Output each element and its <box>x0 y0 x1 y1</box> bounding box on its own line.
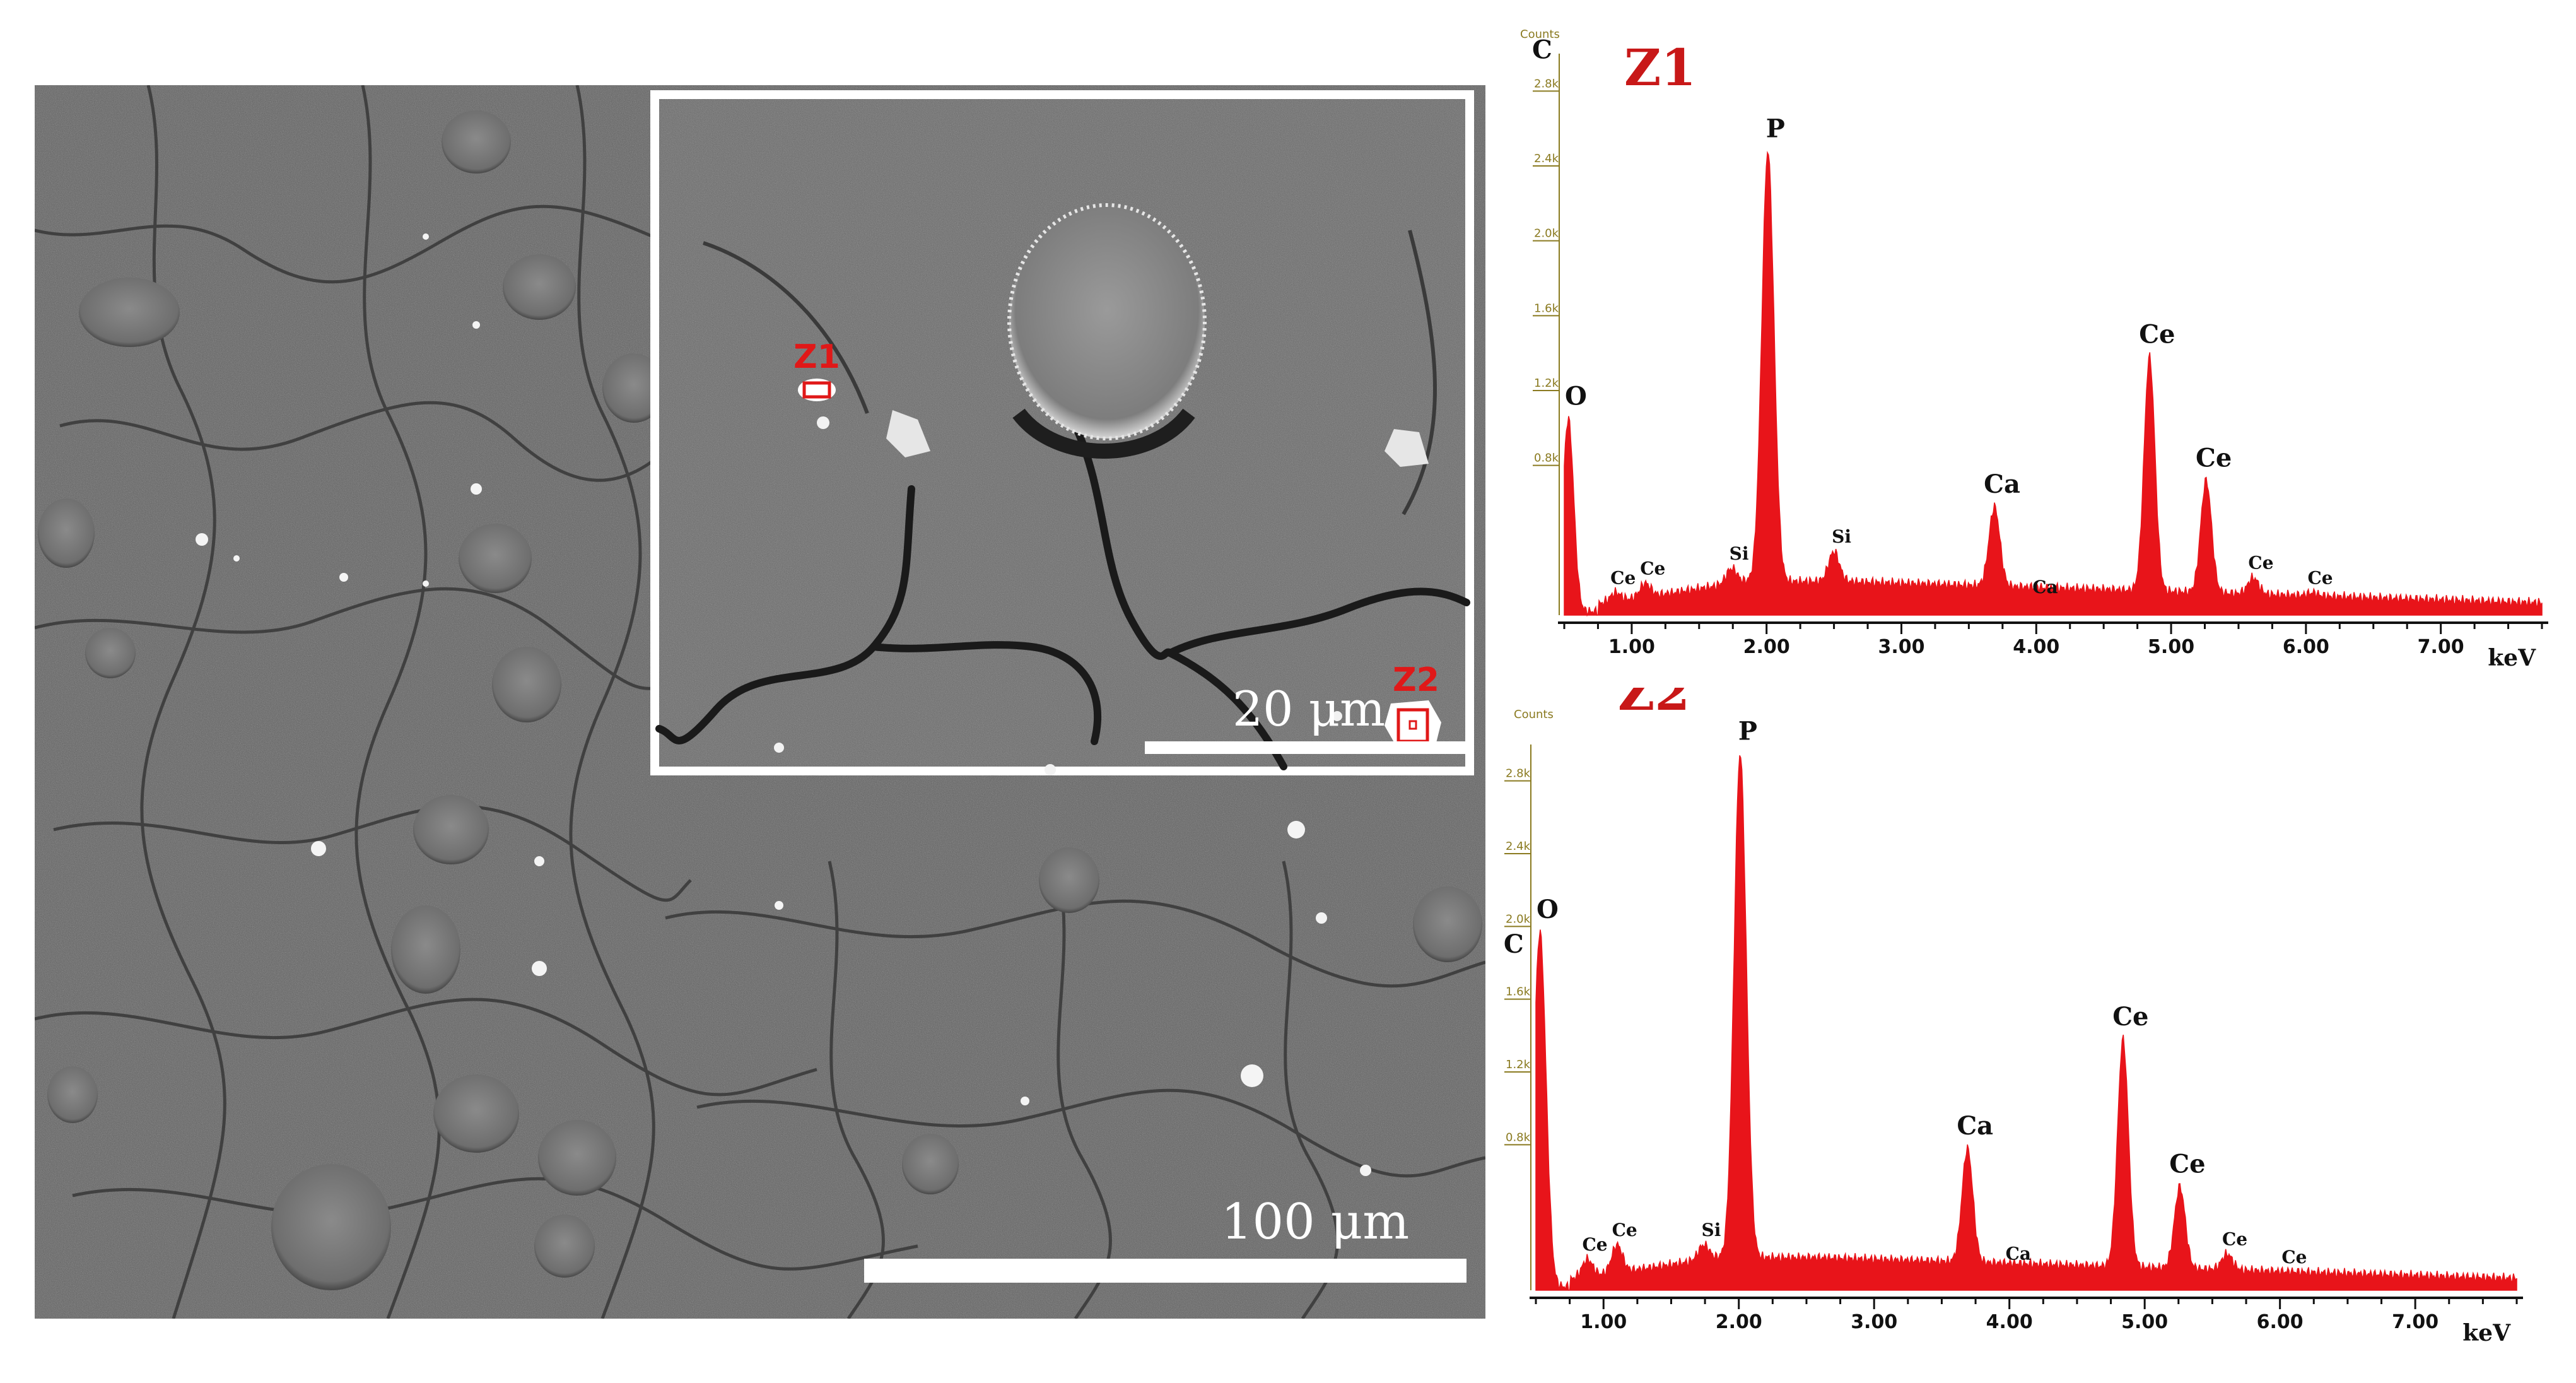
y-tick-label: 2.4k <box>1506 840 1531 853</box>
y-tick-label: 1.2k <box>1506 1058 1531 1071</box>
rounded-cell <box>602 353 665 423</box>
x-axis-label: keV <box>2462 1320 2511 1346</box>
cell-boundaries <box>35 85 1485 1319</box>
y-tick-label: 2.8k <box>1534 77 1559 90</box>
rounded-cell <box>1039 847 1099 913</box>
peak-label: Ce <box>1582 1234 1607 1255</box>
zone-z1-marker: Z1 <box>793 338 840 401</box>
y-tick-label: 2.0k <box>1534 227 1559 240</box>
rounded-cell <box>538 1120 616 1196</box>
main-scale-label: 100 μm <box>1221 1194 1409 1251</box>
y-tick-label: 1.6k <box>1506 986 1531 999</box>
rounded-cells <box>38 110 1482 1290</box>
main-scale-bar <box>864 1259 1467 1283</box>
x-tick-label: 1.00 <box>1608 636 1655 658</box>
y-tick-label: 1.2k <box>1534 377 1559 390</box>
rounded-cell <box>85 628 136 678</box>
peak-label: Ca <box>1984 469 2020 499</box>
zone-z2-marker: Z2 <box>1385 661 1441 748</box>
y-tick-label: 2.4k <box>1534 152 1559 165</box>
spectrum-title: Z1 <box>1624 38 1696 97</box>
rounded-cell <box>492 647 561 722</box>
x-tick-label: 3.00 <box>1878 636 1924 658</box>
peak-label: Ce <box>2222 1228 2247 1249</box>
x-tick-label: 2.00 <box>1716 1311 1762 1333</box>
peak-label: Ce <box>2169 1150 2205 1179</box>
inset-scale-label: 20 μm <box>1232 681 1385 737</box>
spectrum-title: Z2 <box>1618 688 1690 722</box>
x-tick-label: 7.00 <box>2392 1311 2438 1333</box>
rounded-cell <box>1413 886 1482 962</box>
x-tick-label: 6.00 <box>2257 1311 2304 1333</box>
spectrum-area <box>1535 755 2517 1291</box>
peak-label: Ca <box>2032 577 2058 597</box>
rounded-cell <box>503 254 576 320</box>
y-tick-label: 0.8k <box>1506 1131 1531 1144</box>
y-axis-label: Counts <box>1514 708 1554 721</box>
x-tick-label: 3.00 <box>1851 1311 1897 1333</box>
rounded-cell <box>391 905 460 994</box>
peak-label: Ce <box>2307 567 2333 588</box>
y-tick-label: 2.0k <box>1506 912 1531 926</box>
rounded-cell <box>413 795 489 864</box>
inset-rounded-cell <box>1009 205 1205 438</box>
peak-label: Ce <box>2248 553 2273 574</box>
peak-label: Ce <box>1610 567 1636 588</box>
peak-label: O <box>1565 382 1587 411</box>
sem-inset: Z1 Z2 20 μm <box>650 90 1474 775</box>
rounded-cell <box>271 1164 391 1290</box>
rounded-cell <box>442 110 511 174</box>
y-tick-label: 0.8k <box>1534 452 1559 465</box>
x-tick-label: 6.00 <box>2283 636 2329 658</box>
peak-label: Si <box>1832 526 1851 547</box>
peak-label: Ce <box>2112 1002 2148 1032</box>
rounded-cell <box>38 498 95 568</box>
rounded-cell <box>534 1215 595 1278</box>
peak-label: P <box>1738 716 1757 746</box>
zone-z1-label: Z1 <box>793 338 840 376</box>
peak-label: Ce <box>1612 1220 1637 1240</box>
peak-label: C <box>1532 35 1552 65</box>
peak-label: C <box>1504 929 1524 959</box>
peak-label: Ce <box>2196 443 2232 473</box>
x-tick-label: 7.00 <box>2418 636 2464 658</box>
bright-particles <box>196 233 1371 1176</box>
rounded-cell <box>47 1066 98 1123</box>
rounded-cell <box>459 524 532 593</box>
peak-label: Ce <box>2281 1247 2307 1268</box>
y-tick-label: 1.6k <box>1534 302 1559 315</box>
y-tick-label: 2.8k <box>1506 767 1531 780</box>
x-tick-label: 5.00 <box>2121 1311 2168 1333</box>
x-tick-label: 2.00 <box>1743 636 1790 658</box>
peak-label: Ca <box>1957 1111 1993 1141</box>
x-tick-label: 4.00 <box>1986 1311 2033 1333</box>
x-tick-label: 5.00 <box>2148 636 2194 658</box>
sem-micrograph: Z1 Z2 20 μm 100 μm <box>35 85 1485 1319</box>
x-axis-label: keV <box>2488 645 2536 671</box>
y-axis-label: Counts <box>1520 28 1560 41</box>
zone-z2-label: Z2 <box>1393 661 1439 699</box>
rounded-cell <box>79 278 180 347</box>
rounded-cell <box>433 1074 519 1153</box>
peak-label: Si <box>1730 543 1749 564</box>
peak-label: O <box>1537 895 1559 924</box>
peak-label: Ca <box>2006 1243 2031 1264</box>
x-tick-label: 4.00 <box>2013 636 2059 658</box>
peak-label: Si <box>1702 1220 1721 1240</box>
eds-spectrum-z1: 0.8k 1.2k 1.6k 2.0k 2.4k 2.8k Counts 1.00 2.00 3.… <box>1501 13 2567 688</box>
rounded-cell <box>902 1134 959 1194</box>
spectrum-area <box>1564 150 2543 617</box>
inset-scale-bar <box>1145 741 1467 754</box>
peak-label: P <box>1766 114 1785 143</box>
x-tick-label: 1.00 <box>1580 1311 1627 1333</box>
eds-spectrum-z2: 0.8k 1.2k 1.6k 2.0k 2.4k 2.8k Counts 1.00 2.00 3.… <box>1501 688 2567 1382</box>
peak-label: Ce <box>2139 320 2175 350</box>
peak-label: Ce <box>1640 558 1665 579</box>
inset-cracks <box>655 422 1470 770</box>
